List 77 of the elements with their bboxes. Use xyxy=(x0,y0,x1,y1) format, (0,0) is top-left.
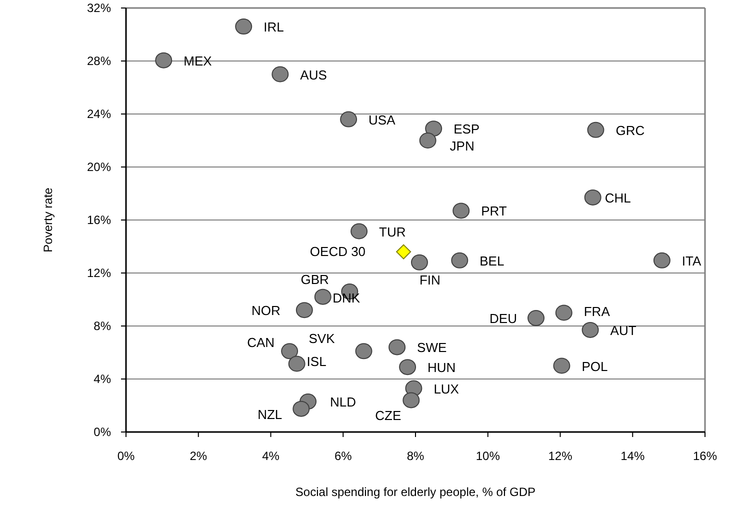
annotation: ITA xyxy=(682,253,702,268)
annotation: ESP xyxy=(454,122,480,137)
y-tick-label: 4% xyxy=(94,372,112,386)
annotation: NZL xyxy=(258,406,282,422)
annotation: CHL xyxy=(604,190,631,206)
annotation: MEX xyxy=(184,53,212,68)
x-tick-label: 10% xyxy=(476,449,500,463)
point xyxy=(452,202,470,219)
x-tick-label: 4% xyxy=(262,449,280,463)
x-tick-label: 8% xyxy=(406,449,424,463)
point xyxy=(292,400,310,417)
point xyxy=(528,310,545,326)
annotation: FIN xyxy=(419,272,440,288)
point xyxy=(272,66,289,82)
annotation: CAN xyxy=(247,335,275,350)
y-axis-title: Poverty rate xyxy=(41,187,55,252)
annotation: POL xyxy=(582,358,608,374)
annotation: GBR xyxy=(300,272,329,287)
y-tick-label: 12% xyxy=(86,266,112,280)
y-tick-label: 24% xyxy=(86,107,112,121)
point xyxy=(410,254,428,270)
point xyxy=(419,132,436,148)
y-tick-label: 28% xyxy=(86,54,112,68)
annotation: LUX xyxy=(434,381,460,396)
annotation: GRC xyxy=(616,122,645,138)
point xyxy=(235,18,252,35)
x-tick-label: 12% xyxy=(548,449,573,463)
point xyxy=(584,189,602,206)
annotation: JPN xyxy=(450,138,474,154)
y-tick-label: 0% xyxy=(94,425,112,439)
point xyxy=(288,356,306,372)
point xyxy=(451,252,468,268)
annotation: AUS xyxy=(300,67,328,82)
point xyxy=(555,304,572,321)
point xyxy=(314,288,332,305)
annotation: DNK xyxy=(332,290,360,306)
annotation: ISL xyxy=(306,354,326,369)
annotation: SWE xyxy=(417,340,447,356)
y-tick-label: 32% xyxy=(86,1,112,15)
annotation: BEL xyxy=(480,253,504,268)
point xyxy=(396,244,412,260)
point xyxy=(281,343,298,360)
annotation: HUN xyxy=(428,360,456,376)
point xyxy=(653,252,670,268)
point xyxy=(587,122,604,138)
annotation: DEU xyxy=(490,311,518,326)
annotation: FRA xyxy=(584,304,610,319)
y-tick-label: 8% xyxy=(94,319,112,333)
annotation: SVK xyxy=(308,331,336,346)
annotation: AUT xyxy=(610,322,636,338)
point xyxy=(582,322,599,338)
point xyxy=(388,339,406,356)
point xyxy=(296,302,313,318)
point xyxy=(340,111,358,128)
x-tick-label: 16% xyxy=(692,449,718,463)
x-axis-title: Social spending for elderly people, % of GDP xyxy=(295,485,536,499)
point xyxy=(399,359,416,376)
y-tick-label: 16% xyxy=(86,213,112,227)
annotation: OECD 30 xyxy=(310,244,366,259)
annotation: CZE xyxy=(375,408,402,424)
x-tick-label: 2% xyxy=(190,449,208,463)
point xyxy=(553,358,570,374)
point xyxy=(355,343,372,360)
y-tick-label: 20% xyxy=(86,160,112,174)
point xyxy=(402,392,420,408)
x-tick-label: 14% xyxy=(620,449,645,463)
annotation: NOR xyxy=(252,303,280,318)
annotation: PRT xyxy=(481,204,507,219)
x-tick-label: 6% xyxy=(334,449,352,463)
annotation: NLD xyxy=(330,394,356,410)
point xyxy=(425,120,442,137)
annotation: USA xyxy=(368,112,396,128)
point xyxy=(350,223,368,240)
point xyxy=(155,52,172,68)
x-tick-label: 0% xyxy=(117,449,135,463)
annotation: TUR xyxy=(379,224,406,240)
annotation: IRL xyxy=(264,20,284,35)
